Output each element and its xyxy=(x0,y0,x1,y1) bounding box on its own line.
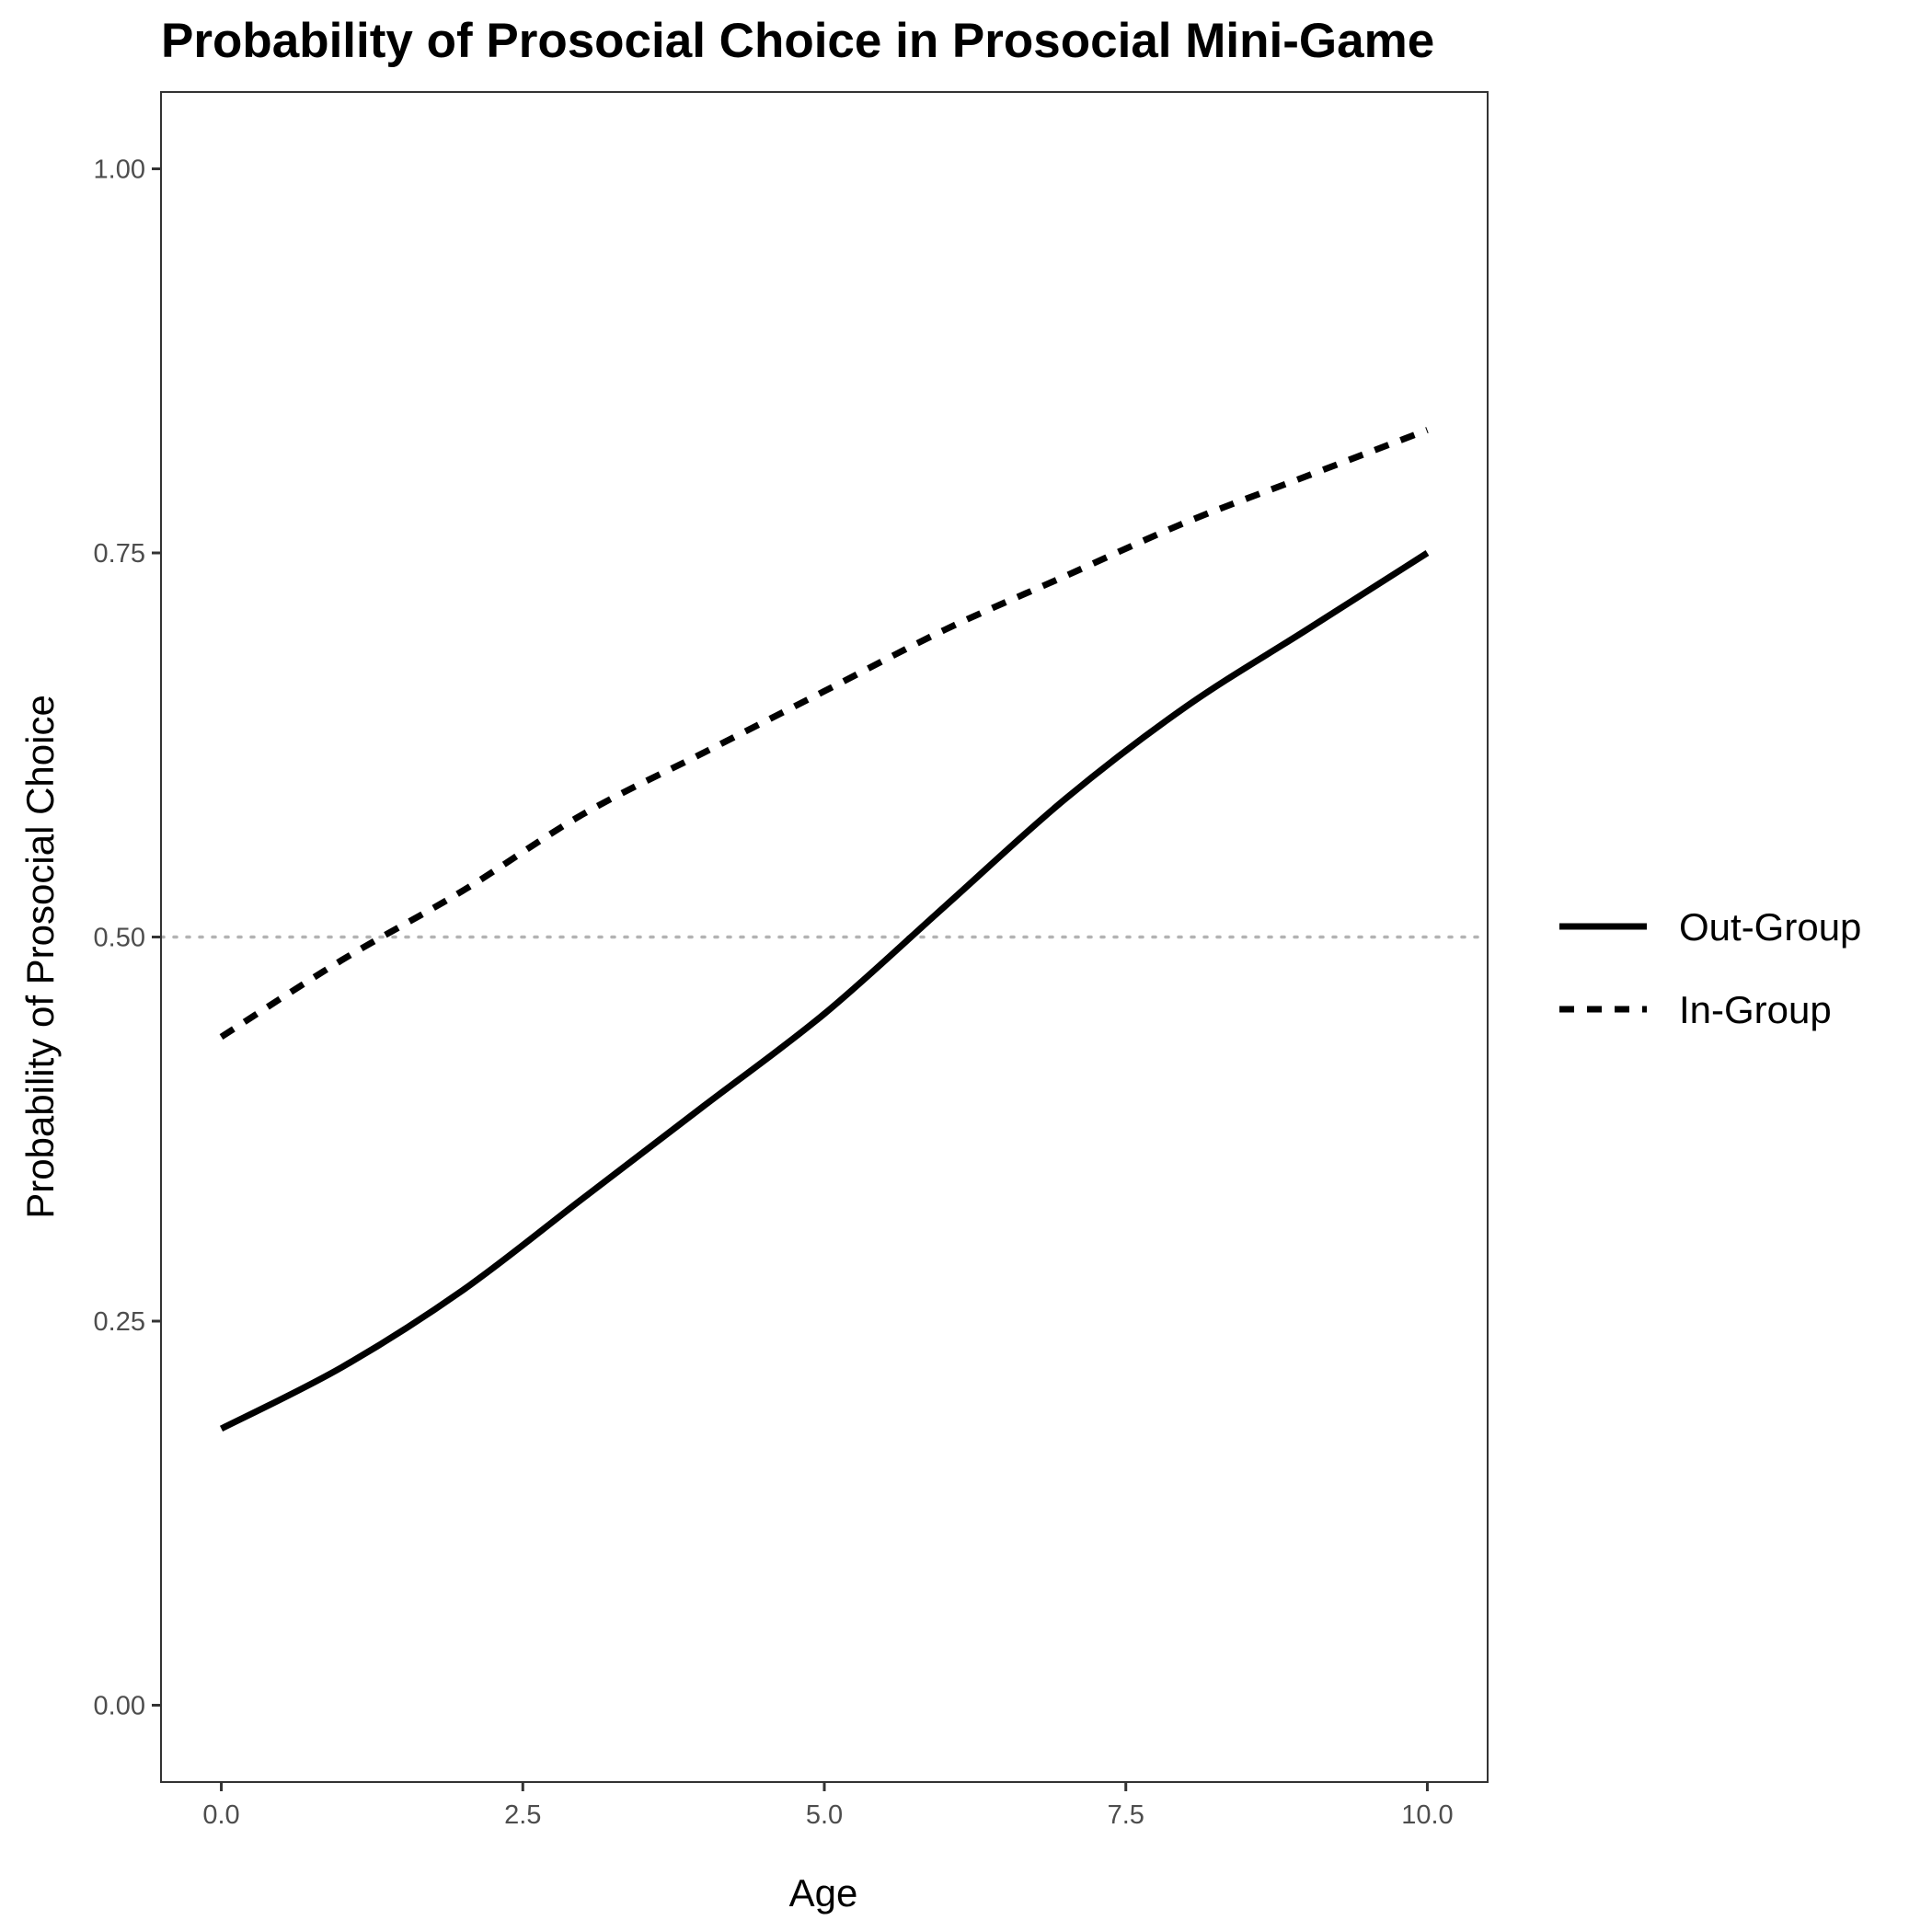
series-line-in-group xyxy=(219,427,1429,1041)
x-tick-label: 2.5 xyxy=(504,1800,541,1830)
y-tick-label: 0.25 xyxy=(94,1307,145,1337)
x-axis-title: Age xyxy=(789,1871,858,1915)
legend: Out-Group In-Group xyxy=(1559,905,1861,1031)
y-axis-title: Probability of Prosocial Choice xyxy=(18,695,62,1219)
y-tick-label: 1.00 xyxy=(94,155,145,185)
legend-label-out-group: Out-Group xyxy=(1679,905,1861,949)
legend-label-in-group: In-Group xyxy=(1679,988,1832,1031)
x-tick-label: 0.0 xyxy=(202,1800,239,1830)
x-tick-label: 5.0 xyxy=(806,1800,843,1830)
plot-area xyxy=(159,427,1489,1432)
series-line-out-group xyxy=(219,550,1430,1432)
x-tick-label: 10.0 xyxy=(1401,1800,1453,1830)
axes: 0.0 2.5 5.0 7.5 10.0 0.00 0.25 0.50 0.75 1.00 xyxy=(94,91,1489,1830)
chart-title: Probability of Prosocial Choice in Proso… xyxy=(161,14,1434,68)
y-tick-label: 0.00 xyxy=(94,1692,145,1721)
x-tick-label: 7.5 xyxy=(1108,1800,1144,1830)
y-tick-label: 0.75 xyxy=(94,539,145,569)
y-tick-label: 0.50 xyxy=(94,924,145,953)
